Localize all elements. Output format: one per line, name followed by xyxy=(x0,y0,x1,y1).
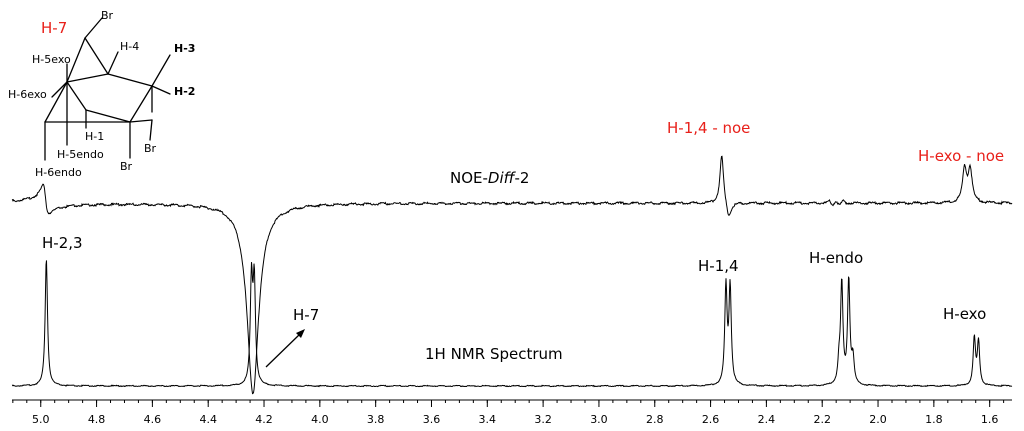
x-axis-tick-label: 4.6 xyxy=(144,413,162,426)
bond xyxy=(151,54,171,87)
noe-series-label: NOE-Diff-2 xyxy=(450,169,529,187)
annotation-h7: H-7 xyxy=(293,306,319,324)
bond xyxy=(85,109,131,123)
annotation-hexo: H-exo xyxy=(943,305,986,323)
noe-series-label-plain: NOE- xyxy=(450,169,488,187)
bond xyxy=(149,119,153,141)
x-axis-tick-label: 2.0 xyxy=(869,413,887,426)
bond xyxy=(151,85,171,95)
br-top-label: Br xyxy=(101,9,114,22)
annotation-h23: H-2,3 xyxy=(42,234,83,252)
x-axis-tick-label: 4.2 xyxy=(255,413,273,426)
bond xyxy=(107,73,153,87)
h7-arrow xyxy=(265,329,305,368)
annotation-hendo: H-endo xyxy=(809,249,863,267)
x-axis-tick-label: 1.8 xyxy=(925,413,943,426)
x-axis-tick-label: 3.8 xyxy=(367,413,385,426)
x-axis: 5.0 4.8 4.6 4.4 4.2 4.0 3.8 3.6 3.4 3.2 3.0 2.8 2.6 2… xyxy=(12,399,1012,426)
bond xyxy=(107,51,119,75)
h6endo-label: H-6endo xyxy=(35,166,82,179)
h1-label: H-1 xyxy=(85,130,104,143)
x-axis-tick-label: 2.4 xyxy=(758,413,776,426)
x-axis-tick-label: 2.2 xyxy=(813,413,831,426)
bond xyxy=(84,17,103,39)
x-axis-tick-label: 3.4 xyxy=(479,413,497,426)
h3-label: H-3 xyxy=(174,42,195,55)
h1-nmr-trace xyxy=(11,260,1013,388)
h7-label: H-7 xyxy=(41,19,67,37)
annotation-h14-noe: H-1,4 - noe xyxy=(667,119,750,137)
h2-label: H-2 xyxy=(174,85,195,98)
x-axis-tick-label: 3.6 xyxy=(423,413,441,426)
bond xyxy=(129,85,153,123)
x-axis-tick-label: 4.4 xyxy=(199,413,217,426)
x-axis-tick-label: 4.8 xyxy=(88,413,106,426)
annotation-h14: H-1,4 xyxy=(698,257,739,275)
x-axis-tick-label: 5.0 xyxy=(32,413,50,426)
bond xyxy=(44,81,68,123)
h4-label: H-4 xyxy=(120,40,139,53)
bond xyxy=(66,81,87,111)
bond xyxy=(129,119,153,123)
h1-series-label: 1H NMR Spectrum xyxy=(425,345,563,363)
x-axis-tick-label: 2.8 xyxy=(646,413,664,426)
bond xyxy=(84,37,109,75)
br-right-label: Br xyxy=(144,142,157,155)
noe-series-label-italic: Diff xyxy=(488,169,517,187)
x-axis-tick-label: 1.6 xyxy=(981,413,999,426)
h5endo-label: H-5endo xyxy=(57,148,104,161)
molecule-structure: H-7 Br H-4 H-3 H-2 H-5exo H-6exo H-1 H-5… xyxy=(8,9,195,179)
x-axis-tick-label: 2.6 xyxy=(702,413,720,426)
x-axis-tick-label: 3.2 xyxy=(534,413,552,426)
bond xyxy=(66,37,86,83)
noe-diff-trace xyxy=(11,155,1013,395)
h6exo-label: H-6exo xyxy=(8,88,47,101)
bond xyxy=(66,73,109,83)
annotation-hexo-noe: H-exo - noe xyxy=(918,147,1004,165)
h5exo-label: H-5exo xyxy=(32,53,71,66)
x-axis-tick-label: 3.0 xyxy=(590,413,608,426)
br-bottom-label: Br xyxy=(120,160,133,173)
noe-series-label-suffix: -2 xyxy=(514,169,529,187)
x-axis-tick-label: 4.0 xyxy=(311,413,329,426)
bond xyxy=(51,81,68,98)
